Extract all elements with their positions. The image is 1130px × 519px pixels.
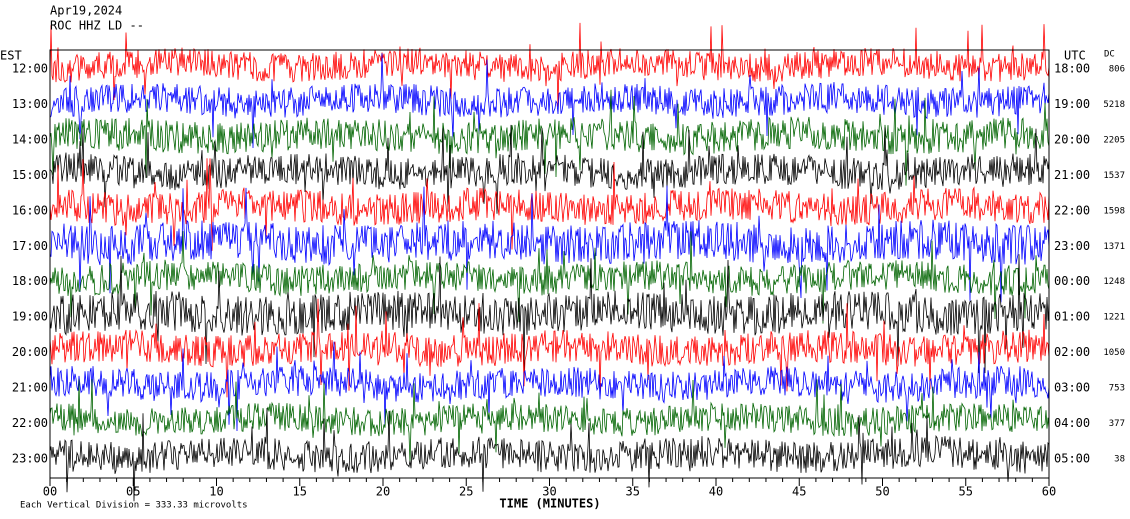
est-label: 20:00: [12, 345, 48, 359]
est-label: 21:00: [12, 381, 48, 395]
est-label: 23:00: [12, 451, 48, 465]
traces: [49, 22, 1050, 502]
dc-value: 1537: [1103, 171, 1125, 181]
dc-value: 1050: [1103, 348, 1125, 358]
trace: [49, 231, 1050, 324]
x-tick-label: 25: [459, 485, 473, 499]
dc-value: 1248: [1103, 277, 1125, 287]
trace: [49, 298, 1050, 398]
trace: [49, 124, 1050, 214]
trace: [49, 158, 1050, 251]
trace: [49, 379, 1050, 464]
utc-label: 22:00: [1054, 203, 1090, 217]
header-line: Apr19,2024: [50, 4, 122, 18]
x-tick-label: 45: [792, 485, 806, 499]
header-line: ROC HHZ LD --: [50, 19, 144, 33]
trace: [49, 22, 1050, 107]
x-tick-label: 40: [709, 485, 723, 499]
est-label: 22:00: [12, 416, 48, 430]
dc-value: 2205: [1103, 135, 1125, 145]
dc-value: 1371: [1103, 242, 1125, 252]
x-axis-label: TIME (MINUTES): [499, 497, 600, 511]
est-label: 18:00: [12, 274, 48, 288]
dc-title: DC: [1104, 50, 1115, 60]
utc-label: 18:00: [1054, 62, 1090, 76]
dc-value: 1598: [1103, 206, 1125, 216]
dc-value: 753: [1109, 384, 1125, 394]
est-label: 12:00: [12, 62, 48, 76]
x-tick-label: 10: [209, 485, 223, 499]
utc-label: 00:00: [1054, 274, 1090, 288]
x-tick-label: 55: [959, 485, 973, 499]
trace: [49, 407, 1050, 502]
dc-value: 806: [1109, 65, 1125, 75]
x-tick-label: 35: [626, 485, 640, 499]
dc-value: 377: [1109, 419, 1125, 429]
utc-label: 23:00: [1054, 239, 1090, 253]
x-tick-label: 00: [43, 485, 57, 499]
dc-value: 1221: [1103, 313, 1125, 323]
utc-label: 01:00: [1054, 310, 1090, 324]
left-axis-title: EST: [0, 49, 22, 63]
est-label: 13:00: [12, 97, 48, 111]
dc-value: 5218: [1103, 100, 1125, 110]
trace: [49, 185, 1050, 303]
footer: Each Vertical Division = 333.33 microvol…: [20, 501, 248, 511]
x-tick-label: 50: [875, 485, 889, 499]
x-tick-label: 30: [542, 485, 556, 499]
utc-label: 03:00: [1054, 381, 1090, 395]
utc-label: 20:00: [1054, 132, 1090, 146]
trace: [49, 341, 1050, 432]
trace: [49, 89, 1050, 186]
dc-value: 38: [1114, 454, 1125, 464]
x-tick-label: 60: [1042, 485, 1056, 499]
x-tick-label: 15: [293, 485, 307, 499]
x-tick-label: 05: [126, 485, 140, 499]
est-label: 17:00: [12, 239, 48, 253]
utc-label: 02:00: [1054, 345, 1090, 359]
est-label: 16:00: [12, 203, 48, 217]
est-label: 19:00: [12, 310, 48, 324]
utc-label: 04:00: [1054, 416, 1090, 430]
est-label: 15:00: [12, 168, 48, 182]
est-label: 14:00: [12, 132, 48, 146]
utc-label: 19:00: [1054, 97, 1090, 111]
trace: [49, 254, 1050, 374]
utc-label: 05:00: [1054, 451, 1090, 465]
right-axis-title: UTC: [1064, 49, 1086, 63]
trace: [49, 53, 1050, 149]
utc-label: 21:00: [1054, 168, 1090, 182]
x-tick-label: 20: [376, 485, 390, 499]
